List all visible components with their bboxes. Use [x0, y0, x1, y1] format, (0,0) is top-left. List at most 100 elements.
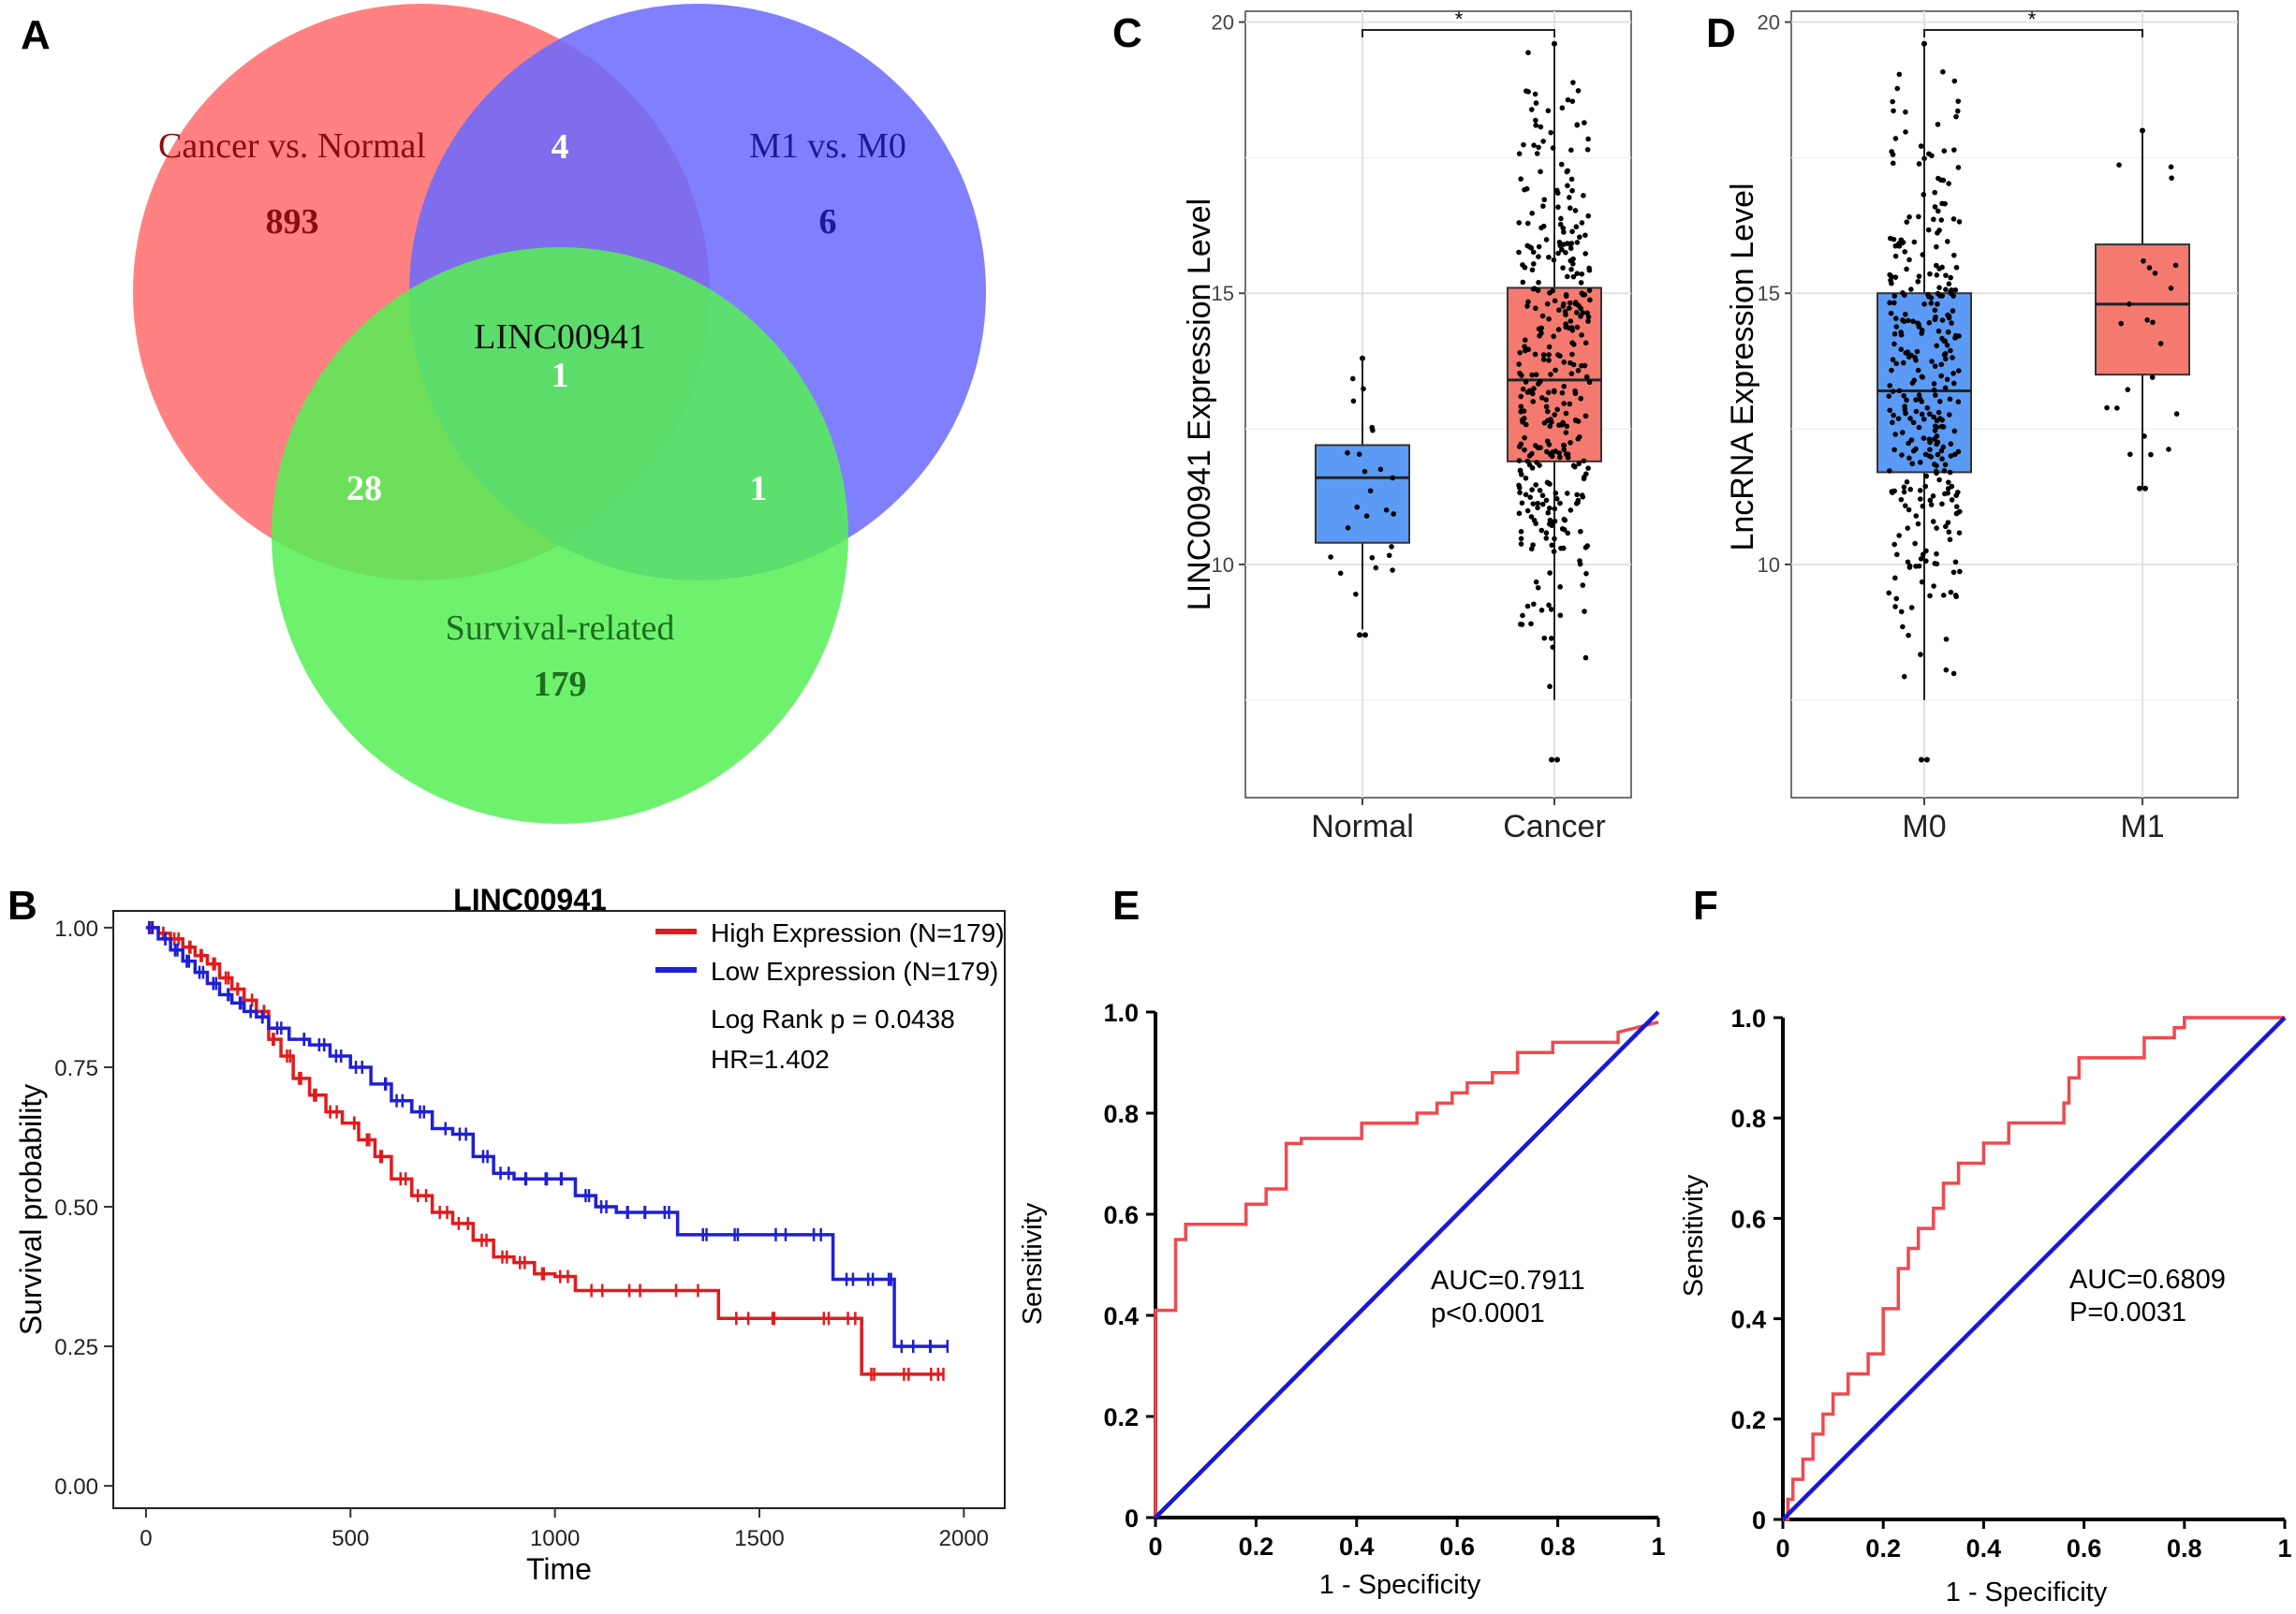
box-point	[1519, 373, 1524, 378]
box-point	[1935, 451, 1941, 458]
roc-y-tick-label: 0.4	[1730, 1306, 1766, 1334]
roc-f-y-axis-label: Sensitivity	[1679, 1174, 1709, 1297]
box-point	[1546, 344, 1553, 350]
box-point	[1892, 575, 1898, 581]
box-point	[1539, 313, 1546, 319]
box-point	[1949, 497, 1955, 503]
box-point	[1373, 565, 1379, 571]
box-point	[1927, 271, 1933, 277]
box-point	[1556, 307, 1562, 313]
box-point	[1910, 318, 1916, 325]
box-point	[2168, 164, 2174, 170]
box-point	[1581, 193, 1586, 198]
box-point	[1920, 252, 1926, 257]
box-point	[1552, 506, 1558, 512]
box-point	[1357, 632, 1362, 638]
roc-e-p-annotation: p<0.0001	[1431, 1299, 1545, 1328]
box-point	[1913, 408, 1920, 415]
box-point	[1522, 434, 1527, 441]
box-point	[2166, 447, 2171, 452]
roc-y-tick-label: 1.0	[1103, 999, 1139, 1027]
box-point	[1550, 644, 1556, 651]
box-point	[1587, 297, 1593, 303]
box-point	[1888, 235, 1893, 242]
box-point	[1361, 386, 1366, 392]
box-y-tick-label: 15	[1212, 282, 1234, 305]
box-point	[1569, 351, 1575, 358]
box-point	[2157, 341, 2164, 346]
box-point	[1926, 411, 1933, 417]
box-point	[1930, 493, 1936, 499]
venn-set-label-survival: Survival-related	[446, 609, 675, 648]
box-point	[1945, 520, 1951, 525]
km-legend: High Expression (N=179) Low Expression (…	[655, 918, 1005, 986]
box-point	[1561, 359, 1567, 365]
box-point	[1921, 416, 1927, 422]
box-iqr	[1315, 444, 1410, 544]
box-point	[1917, 460, 1923, 465]
box-point	[1942, 385, 1949, 391]
box-point	[1524, 507, 1531, 514]
box-point	[1583, 374, 1590, 380]
box-point	[1574, 492, 1580, 498]
box-point	[1553, 491, 1559, 496]
box-point	[1554, 406, 1560, 413]
box-point	[1900, 359, 1906, 366]
box-point	[1547, 683, 1553, 690]
box-point	[1914, 348, 1921, 355]
roc-x-tick-label: 0.8	[2167, 1534, 2202, 1563]
box-point	[1926, 319, 1933, 326]
roc-y-tick-label: 0.6	[1730, 1205, 1766, 1233]
km-x-tick-label: 2000	[939, 1526, 989, 1551]
box-point	[1540, 139, 1546, 144]
box-point	[1541, 419, 1548, 426]
box-point	[1892, 432, 1898, 437]
box-point	[1944, 342, 1950, 348]
box-point	[1942, 338, 1948, 345]
box-point	[1913, 513, 1920, 519]
box-point	[1573, 224, 1580, 230]
box-point	[1906, 563, 1913, 569]
box-point	[1934, 433, 1940, 439]
box-point	[1530, 286, 1537, 292]
box-point	[1927, 593, 1933, 599]
km-x-tick-label: 1500	[734, 1526, 784, 1551]
box-point	[1537, 488, 1543, 493]
boxplot-c: 10 15 20 Normal Cancer LINC00941 Expression …	[1182, 7, 1632, 844]
box-point	[1907, 486, 1914, 492]
box-point	[1523, 347, 1528, 354]
box-point	[1952, 335, 1958, 341]
box-point	[2114, 405, 2120, 411]
box-point	[1551, 333, 1557, 340]
box-point	[2144, 317, 2150, 323]
box-point	[1904, 397, 1909, 404]
box-point	[1582, 545, 1589, 550]
km-y-tick-label: 0.00	[54, 1475, 98, 1500]
box-point	[1933, 468, 1939, 475]
box-point	[1936, 477, 1942, 483]
box-point	[1934, 550, 1939, 557]
box-point	[1550, 145, 1556, 151]
box-point	[1523, 492, 1529, 498]
box-point	[1549, 756, 1554, 763]
roc-y-tick-label: 0.2	[1103, 1403, 1139, 1431]
box-point	[1949, 320, 1954, 326]
box-point	[1569, 98, 1576, 104]
box-point	[2146, 265, 2153, 271]
box-point	[1586, 379, 1593, 386]
box-point	[1931, 583, 1936, 589]
box-point	[1530, 399, 1537, 404]
box-point	[1898, 609, 1905, 615]
box-point	[1523, 475, 1529, 481]
box-point	[1912, 540, 1918, 547]
box-point	[1901, 392, 1906, 399]
box-point	[1943, 356, 1949, 362]
box-point	[1563, 410, 1569, 417]
box-point	[1891, 108, 1896, 114]
roc-x-tick-label: 0	[1148, 1533, 1162, 1561]
box-point	[1935, 208, 1941, 214]
box-point	[1546, 505, 1553, 511]
box-point	[1523, 421, 1529, 428]
box-point	[1938, 373, 1944, 379]
box-point	[1891, 300, 1897, 306]
